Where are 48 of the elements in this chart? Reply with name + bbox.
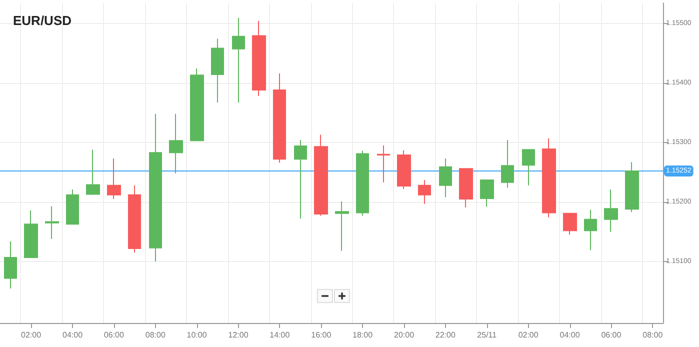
candlestick	[45, 206, 59, 240]
candlestick	[397, 150, 411, 190]
x-tick-label: 04:00	[62, 330, 84, 340]
candlestick	[439, 158, 452, 198]
candlestick	[149, 113, 162, 262]
candlestick	[314, 134, 328, 216]
candlestick	[522, 149, 535, 186]
candlestick	[66, 189, 79, 225]
x-tick-label: 10:00	[186, 330, 208, 340]
candlestick	[480, 179, 494, 208]
candlestick	[169, 113, 183, 174]
x-tick-label: 20:00	[394, 330, 415, 340]
candlestick	[335, 200, 349, 252]
candlestick	[459, 168, 473, 208]
candlestick	[128, 184, 141, 254]
candlestick	[501, 140, 514, 188]
candlestick	[377, 144, 390, 183]
x-tick-label: 22:00	[435, 330, 456, 340]
candlestick	[252, 20, 266, 96]
candlestick	[190, 68, 204, 142]
x-tick-label: 12:00	[228, 330, 249, 340]
candlestick	[232, 17, 245, 104]
x-tick-label: 02:00	[518, 330, 539, 340]
candlestick	[542, 138, 556, 218]
candlestick	[584, 209, 597, 251]
x-tick-label: 14:00	[270, 330, 290, 340]
x-tick-label: 02:00	[21, 330, 42, 340]
x-tick-label: 06:00	[601, 330, 622, 340]
x-tick-label: 08:00	[642, 330, 664, 340]
candlestick	[24, 210, 38, 258]
candlestick	[273, 72, 286, 164]
x-tick-label: 06:00	[104, 330, 125, 340]
candlestick	[211, 38, 224, 104]
x-tick-label: 16:00	[311, 330, 332, 340]
x-tick-label: 08:00	[145, 330, 166, 340]
candlestick	[86, 149, 100, 196]
candlestick	[107, 158, 121, 200]
candlestick	[563, 212, 577, 236]
candlestick	[4, 240, 17, 289]
candlestick	[356, 150, 369, 216]
x-tick-label: 18:00	[352, 330, 374, 340]
candlestick	[625, 162, 639, 213]
candlestick	[604, 189, 618, 232]
x-tick-label: 25/11	[477, 330, 498, 340]
candlestick	[418, 179, 431, 204]
text: EUR/USD	[13, 13, 72, 28]
candlestick	[294, 140, 307, 220]
x-tick-label: 04:00	[560, 330, 580, 340]
